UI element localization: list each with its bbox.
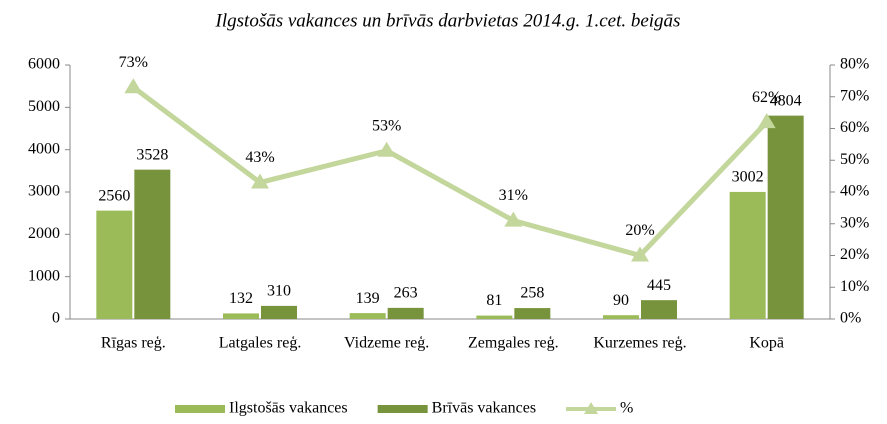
bar-label: 3002 xyxy=(732,169,764,186)
bar-label: 81 xyxy=(486,292,502,309)
bar-label: 2560 xyxy=(98,187,130,204)
line xyxy=(131,85,769,259)
y2-tick-label: 20% xyxy=(840,246,869,263)
bar-label: 258 xyxy=(520,285,544,302)
legend-label: Ilgstošās vakances xyxy=(229,400,348,417)
x-tick-label: Rīgas reģ. xyxy=(101,335,166,352)
line-marker xyxy=(504,211,523,227)
bar-label: 310 xyxy=(267,283,291,300)
y2-tick-label: 50% xyxy=(840,151,869,168)
legend-label: % xyxy=(620,400,633,417)
bar-label: 132 xyxy=(229,290,253,307)
y2-tick-label: 40% xyxy=(840,183,869,200)
bar xyxy=(767,115,804,319)
bar xyxy=(641,300,677,319)
line-label: 53% xyxy=(372,117,401,134)
line-label: 31% xyxy=(499,187,528,204)
bar xyxy=(387,307,424,319)
line-marker xyxy=(757,113,776,129)
legend-swatch xyxy=(175,405,225,413)
x-tick-label: Kurzemes reģ. xyxy=(593,335,686,352)
y-tick-label: 0 xyxy=(52,310,60,327)
y-tick-label: 3000 xyxy=(28,183,60,200)
bar xyxy=(96,210,133,319)
line-label: 62% xyxy=(752,89,781,106)
bar-label: 3528 xyxy=(136,146,168,163)
y2-tick-label: 30% xyxy=(840,214,869,231)
bar xyxy=(729,191,766,319)
y2-tick-label: 10% xyxy=(840,278,869,295)
line-label: 20% xyxy=(625,222,654,239)
line-label: 73% xyxy=(119,54,148,71)
bar-label: 90 xyxy=(613,292,629,309)
bar xyxy=(603,315,639,319)
x-tick-label: Vidzeme reģ. xyxy=(344,335,429,352)
line-marker xyxy=(251,173,269,189)
y-tick-label: 2000 xyxy=(28,225,60,242)
y-tick-label: 5000 xyxy=(28,98,60,115)
line-marker xyxy=(377,141,396,157)
bar xyxy=(514,308,551,319)
bar xyxy=(134,169,171,319)
line-marker xyxy=(124,78,143,94)
y2-tick-label: 80% xyxy=(840,56,869,73)
y2-tick-label: 60% xyxy=(840,119,869,136)
legend-label: Brīvās vakances xyxy=(432,400,536,417)
bar-label: 139 xyxy=(356,290,380,307)
y2-tick-label: 70% xyxy=(840,87,869,104)
bar-label: 263 xyxy=(394,285,418,302)
bar xyxy=(349,313,386,319)
y-tick-label: 1000 xyxy=(28,267,60,284)
legend-swatch xyxy=(377,405,428,413)
chart-title: Ilgstošās vakances un brīvās darbvietas … xyxy=(215,10,681,31)
line-label: 43% xyxy=(245,149,274,166)
y2-tick-label: 0% xyxy=(840,310,861,327)
x-tick-label: Kopā xyxy=(749,335,784,352)
bar-label: 445 xyxy=(647,277,671,294)
y-tick-label: 4000 xyxy=(28,140,60,157)
legend-swatch xyxy=(584,402,599,414)
bar xyxy=(476,315,513,319)
bar-label: 4804 xyxy=(770,92,802,109)
x-tick-label: Latgales reģ. xyxy=(219,335,302,352)
bar xyxy=(261,305,297,319)
line-marker xyxy=(631,246,649,262)
x-tick-label: Zemgales reģ. xyxy=(468,335,559,352)
y-tick-label: 6000 xyxy=(28,56,60,73)
bar xyxy=(223,313,259,319)
